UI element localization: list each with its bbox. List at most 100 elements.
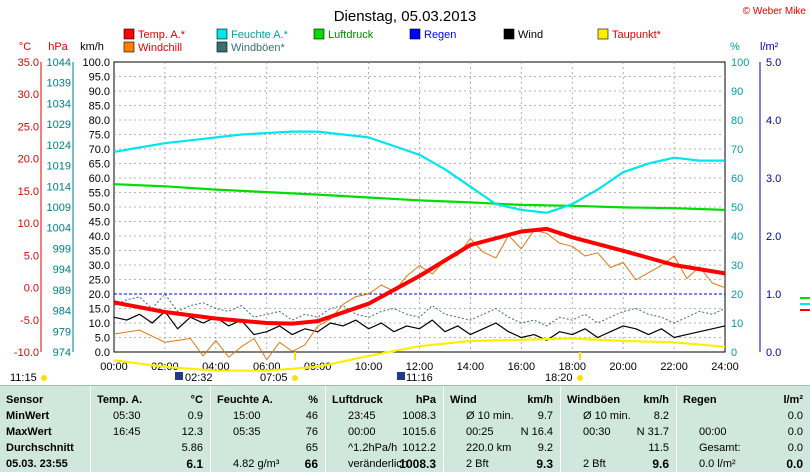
moon-marker <box>175 372 183 380</box>
cell-label: Ø 10 min. <box>466 410 514 422</box>
cell-value: 66 <box>304 457 318 471</box>
chart-credit: © Weber Mike <box>743 6 807 17</box>
wind-tick-label: 60.0 <box>89 173 110 185</box>
x-tick-label: 20:00 <box>609 361 637 373</box>
pressure-tick-label: 1014 <box>47 181 71 193</box>
temp-tick-label: 10.0 <box>18 218 39 230</box>
pressure-tick-label: 1024 <box>47 140 71 152</box>
rain-tick-label: 4.0 <box>766 115 781 127</box>
wind-tick-label: 80.0 <box>89 115 110 127</box>
humidity-tick-label: 20 <box>731 289 743 301</box>
cell-label: 2 Bft <box>583 458 606 470</box>
legend-label: Feuchte A.* <box>231 29 289 41</box>
marker-time-sunset: 18:20 <box>545 372 573 384</box>
table-header-row: Feuchte A.% <box>211 393 326 407</box>
legend-label: Taupunkt* <box>612 29 662 41</box>
humidity-tick-label: 40 <box>731 231 743 243</box>
temperature-line <box>113 226 726 326</box>
wind-tick-label: 35.0 <box>89 246 110 258</box>
cell-value: 6.1 <box>186 457 203 471</box>
cell-label: 00:00 <box>348 426 376 438</box>
wind-tick-label: 100.0 <box>82 57 110 69</box>
table-row: 0.0 l/m² 0.0 <box>677 457 810 471</box>
table-header-row: Windböen km/h <box>561 393 677 407</box>
table-row: Gesamt: 0.0 <box>677 441 810 455</box>
wind-tick-label: 90.0 <box>89 86 110 98</box>
cell-value: 76 <box>305 426 318 438</box>
table-column: Wind km/h Ø 10 min. 9.7 00:25 N 16.4 220.0 km 9… <box>443 386 561 472</box>
cell-value: 9.3 <box>536 457 553 471</box>
pressure-tick-label: 1004 <box>47 223 71 235</box>
pressure-tick-label: 1039 <box>47 78 71 90</box>
cell-value: 0.9 <box>187 410 203 422</box>
table-row: 220.0 km 9.2 <box>444 441 561 455</box>
table-row: 15:00 46 <box>211 409 326 423</box>
cell-label: 16:45 <box>113 426 141 438</box>
wind-tick-label: 50.0 <box>89 202 110 214</box>
stats-table: Sensor MinWert MaxWert Durchschnitt 05.03. 2… <box>0 385 810 472</box>
row-label: 05.03. 23:55 <box>6 458 68 470</box>
wind-tick-label: 75.0 <box>89 130 110 142</box>
wind-tick-label: 70.0 <box>89 144 110 156</box>
column-unit: l/m² <box>783 394 803 406</box>
cell-value: 46 <box>305 410 318 422</box>
axis-title-humidity: % <box>730 41 740 53</box>
table-row: 00:00 1015.6 <box>326 425 444 439</box>
table-row: 11.5 <box>561 441 677 455</box>
table-row: 2 Bft 9.6 <box>561 457 677 471</box>
table-row: 4.82 g/m³ 66 <box>211 457 326 471</box>
row-label: MinWert <box>6 410 50 422</box>
column-header: Feuchte A. <box>217 394 273 406</box>
legend-label: Windböen* <box>231 42 286 54</box>
table-header-row: Wind km/h <box>444 393 561 407</box>
table-row: 6.1 <box>91 457 211 471</box>
marker-time-left: 11:15 <box>10 372 37 384</box>
table-row: 00:25 N 16.4 <box>444 425 561 439</box>
legend-label: Temp. A.* <box>138 29 186 41</box>
cell-value: 0.0 <box>787 426 803 438</box>
cell-value: 8.2 <box>653 410 669 422</box>
pressure-tick-label: 984 <box>53 306 71 318</box>
moon-marker <box>397 372 405 380</box>
humidity-tick-label: 60 <box>731 173 743 185</box>
table-column: Regen l/m² 0.0 00:00 0.0 Gesamt: 0.0 0.0 l/m² 0.… <box>676 386 810 472</box>
legend-label: Luftdruck <box>328 29 374 41</box>
wind-tick-label: 15.0 <box>89 304 110 316</box>
table-column: Temp. A. °C 05:30 0.9 16:45 12.3 5.86 6.1 <box>90 386 211 472</box>
cell-value: 0.0 <box>787 442 803 454</box>
temp-tick-label: -10.0 <box>14 347 39 359</box>
table-column: Sensor MinWert MaxWert Durchschnitt 05.03. 2… <box>0 386 90 472</box>
temp-tick-label: 20.0 <box>18 154 39 166</box>
cell-value: 1008.3 <box>399 457 436 471</box>
cell-label: 05:30 <box>113 410 141 422</box>
wind-tick-label: 95.0 <box>89 72 110 84</box>
wind-tick-label: 10.0 <box>89 318 110 330</box>
wind-tick-label: 0.0 <box>95 347 110 359</box>
table-row: 23:45 1008.3 <box>326 409 444 423</box>
table-row: veränderlich 1008.3 <box>326 457 444 471</box>
humidity-tick-label: 10 <box>731 318 743 330</box>
table-header-row: Temp. A. °C <box>91 393 211 407</box>
wind-tick-label: 30.0 <box>89 260 110 272</box>
column-header: Windböen <box>567 394 621 406</box>
pressure-tick-label: 1034 <box>47 98 71 110</box>
table-header-row: Sensor <box>0 393 90 407</box>
cell-value: 1012.2 <box>402 442 436 454</box>
windchill-line <box>113 229 726 361</box>
cell-label: ^1.2hPa/h <box>348 442 398 454</box>
humidity-tick-label: 0 <box>731 347 737 359</box>
table-row: 05.03. 23:55 <box>0 457 90 471</box>
table-row: 2 Bft 9.3 <box>444 457 561 471</box>
column-header: Temp. A. <box>97 394 143 406</box>
pressure-tick-label: 1019 <box>47 161 71 173</box>
pressure-tick-label: 979 <box>53 326 71 338</box>
humidity-tick-label: 90 <box>731 86 743 98</box>
cell-value: N 31.7 <box>636 426 669 438</box>
x-tick-label: 12:00 <box>406 361 434 373</box>
x-tick-label: 10:00 <box>355 361 383 373</box>
axis-title-rain: l/m² <box>760 41 779 53</box>
table-row: Ø 10 min. 8.2 <box>561 409 677 423</box>
pressure-tick-label: 1009 <box>47 202 71 214</box>
row-label: MaxWert <box>6 426 52 438</box>
x-tick-label: 24:00 <box>711 361 739 373</box>
